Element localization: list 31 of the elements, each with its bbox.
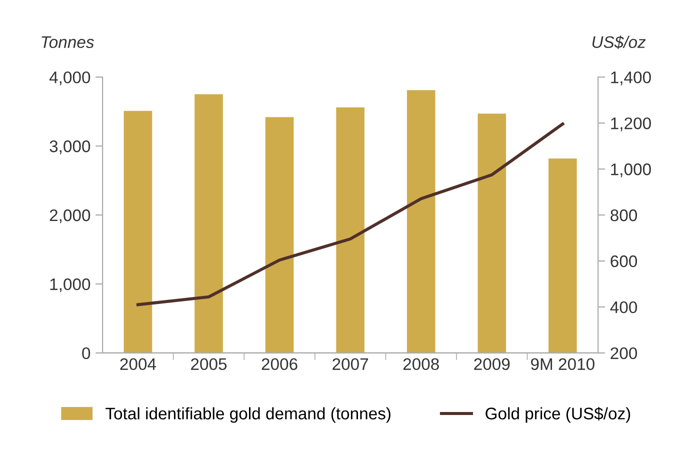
bar: [478, 114, 506, 353]
legend-label: Total identifiable gold demand (tonnes): [106, 407, 390, 423]
y2-axis-title: US$/oz: [592, 36, 646, 50]
legend-label: Gold price (US$/oz): [486, 406, 630, 423]
bar: [336, 107, 364, 353]
x-tick-label: 2008: [403, 358, 439, 370]
y-tick-label: 4,000: [49, 71, 90, 86]
y2-tick-label: 1,400: [611, 71, 651, 86]
x-tick-label: 2004: [120, 358, 156, 370]
bar: [194, 94, 223, 353]
x-tick-label: 2009: [474, 358, 510, 370]
y-tick-label: 2,000: [50, 209, 90, 224]
bar: [406, 90, 436, 353]
y2-tick-label: 800: [610, 209, 638, 222]
y2-tick-label: 200: [610, 347, 638, 360]
y2-tick-label: 1,000: [611, 163, 651, 178]
x-tick-label: 2006: [262, 358, 298, 370]
y2-tick-label: 1,200: [611, 117, 651, 132]
y-axis-title: Tonnes: [42, 36, 94, 48]
y2-tick-label: 600: [610, 255, 638, 268]
bar: [124, 110, 152, 353]
y-tick-label: 1,000: [50, 278, 90, 292]
y-tick-label: 0: [82, 347, 90, 360]
bar: [548, 158, 577, 353]
x-tick-label: 2005: [191, 358, 227, 370]
line-series: [136, 122, 564, 306]
bar: [265, 117, 294, 353]
y2-tick-label: 400: [610, 301, 638, 314]
x-tick-label: 9M 2010: [531, 358, 594, 370]
y-tick-label: 3,000: [50, 140, 90, 154]
x-tick-label: 2007: [332, 358, 368, 370]
